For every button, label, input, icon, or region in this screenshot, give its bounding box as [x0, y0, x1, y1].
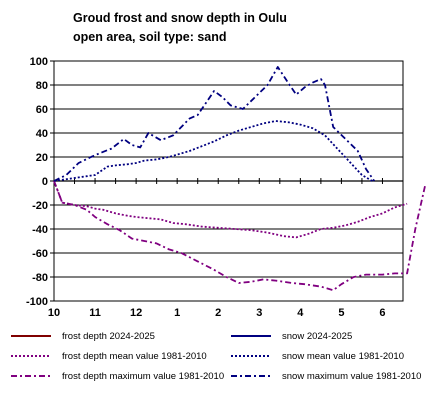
series-line-5 [53, 66, 376, 182]
y-tick-label: 80 [36, 80, 48, 92]
chart-subtitle: open area, soil type: sand [73, 30, 227, 44]
x-tick-label: 1 [174, 307, 180, 319]
x-tick-label: 3 [256, 307, 262, 319]
legend-entry-5: snow maximum value 1981-2010 [230, 369, 421, 383]
chart-title: Groud frost and snow depth in Oulu [73, 11, 287, 25]
legend-label-3: snow mean value 1981-2010 [282, 350, 405, 362]
x-tick-label: 2 [215, 307, 221, 319]
legend-label-4: frost depth maximum value 1981-2010 [62, 370, 225, 382]
y-tick-label: -20 [32, 200, 48, 212]
y-tick-label: 20 [36, 152, 48, 164]
x-tick-label: 11 [89, 307, 101, 319]
y-tick-label: -40 [32, 224, 48, 236]
legend-label-0: frost depth 2024-2025 [62, 330, 155, 342]
y-tick-label: -100 [26, 296, 48, 308]
x-tick-label: 12 [130, 307, 142, 319]
legend-label-1: snow 2024-2025 [282, 330, 353, 342]
x-tick-label: 6 [379, 307, 385, 319]
y-tick-label: 0 [42, 176, 48, 188]
series-line-2 [53, 180, 408, 239]
legend-label-5: snow maximum value 1981-2010 [282, 370, 422, 382]
x-tick-label: 4 [297, 307, 304, 319]
y-tick-label: 60 [36, 104, 48, 116]
x-tick-label: 5 [338, 307, 344, 319]
legend-entry-4: frost depth maximum value 1981-2010 [10, 369, 224, 383]
x-tick-label: 10 [48, 307, 60, 319]
y-tick-label: -60 [32, 248, 48, 260]
y-tick-label: 100 [30, 56, 48, 68]
legend-entry-3: snow mean value 1981-2010 [230, 349, 404, 363]
y-tick-label: 40 [36, 128, 48, 140]
legend-label-2: frost depth mean value 1981-2010 [62, 350, 207, 362]
legend-entry-2: frost depth mean value 1981-2010 [10, 349, 207, 363]
series-line-4 [53, 180, 427, 292]
legend-entry-0: frost depth 2024-2025 [10, 329, 155, 343]
y-tick-label: -80 [32, 272, 48, 284]
legend-entry-1: snow 2024-2025 [230, 329, 352, 343]
series-line-3 [53, 120, 373, 182]
